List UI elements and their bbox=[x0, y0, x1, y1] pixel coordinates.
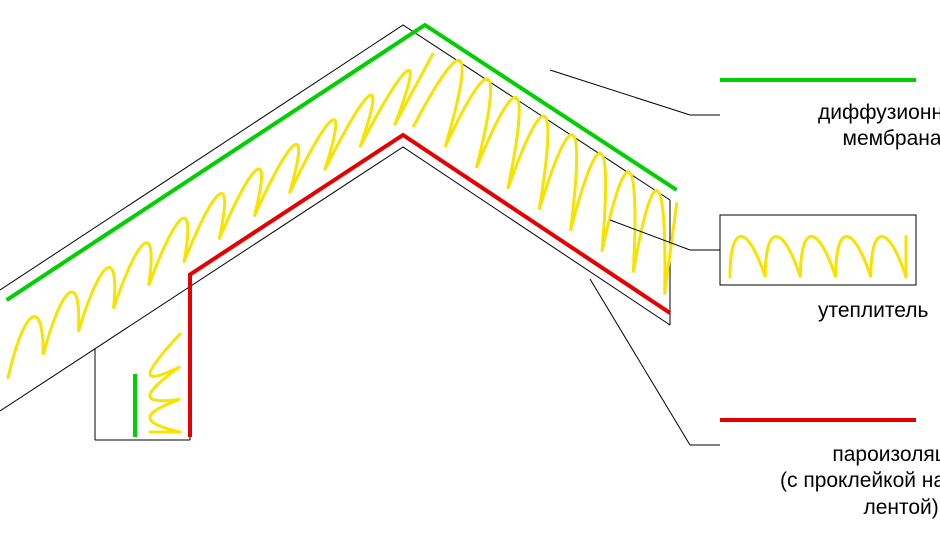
diagram-shape bbox=[95, 286, 190, 440]
insulation-dormer bbox=[150, 334, 180, 432]
insulation-right bbox=[414, 60, 677, 293]
roof-outer-outline bbox=[0, 25, 670, 290]
roof-inner-outline bbox=[0, 147, 670, 411]
leader-membrane bbox=[550, 70, 720, 115]
legend-membrane-label: диффузионная мембрана bbox=[818, 100, 940, 153]
legend-vapor-label: пароизоляция (с проклейкой нахлестов лен… bbox=[780, 442, 940, 521]
legend-insulation-squiggle bbox=[730, 237, 906, 278]
legend-insulation-box bbox=[720, 215, 916, 285]
legend-insulation-label: утеплитель bbox=[818, 298, 928, 324]
insulation-left bbox=[8, 54, 433, 378]
